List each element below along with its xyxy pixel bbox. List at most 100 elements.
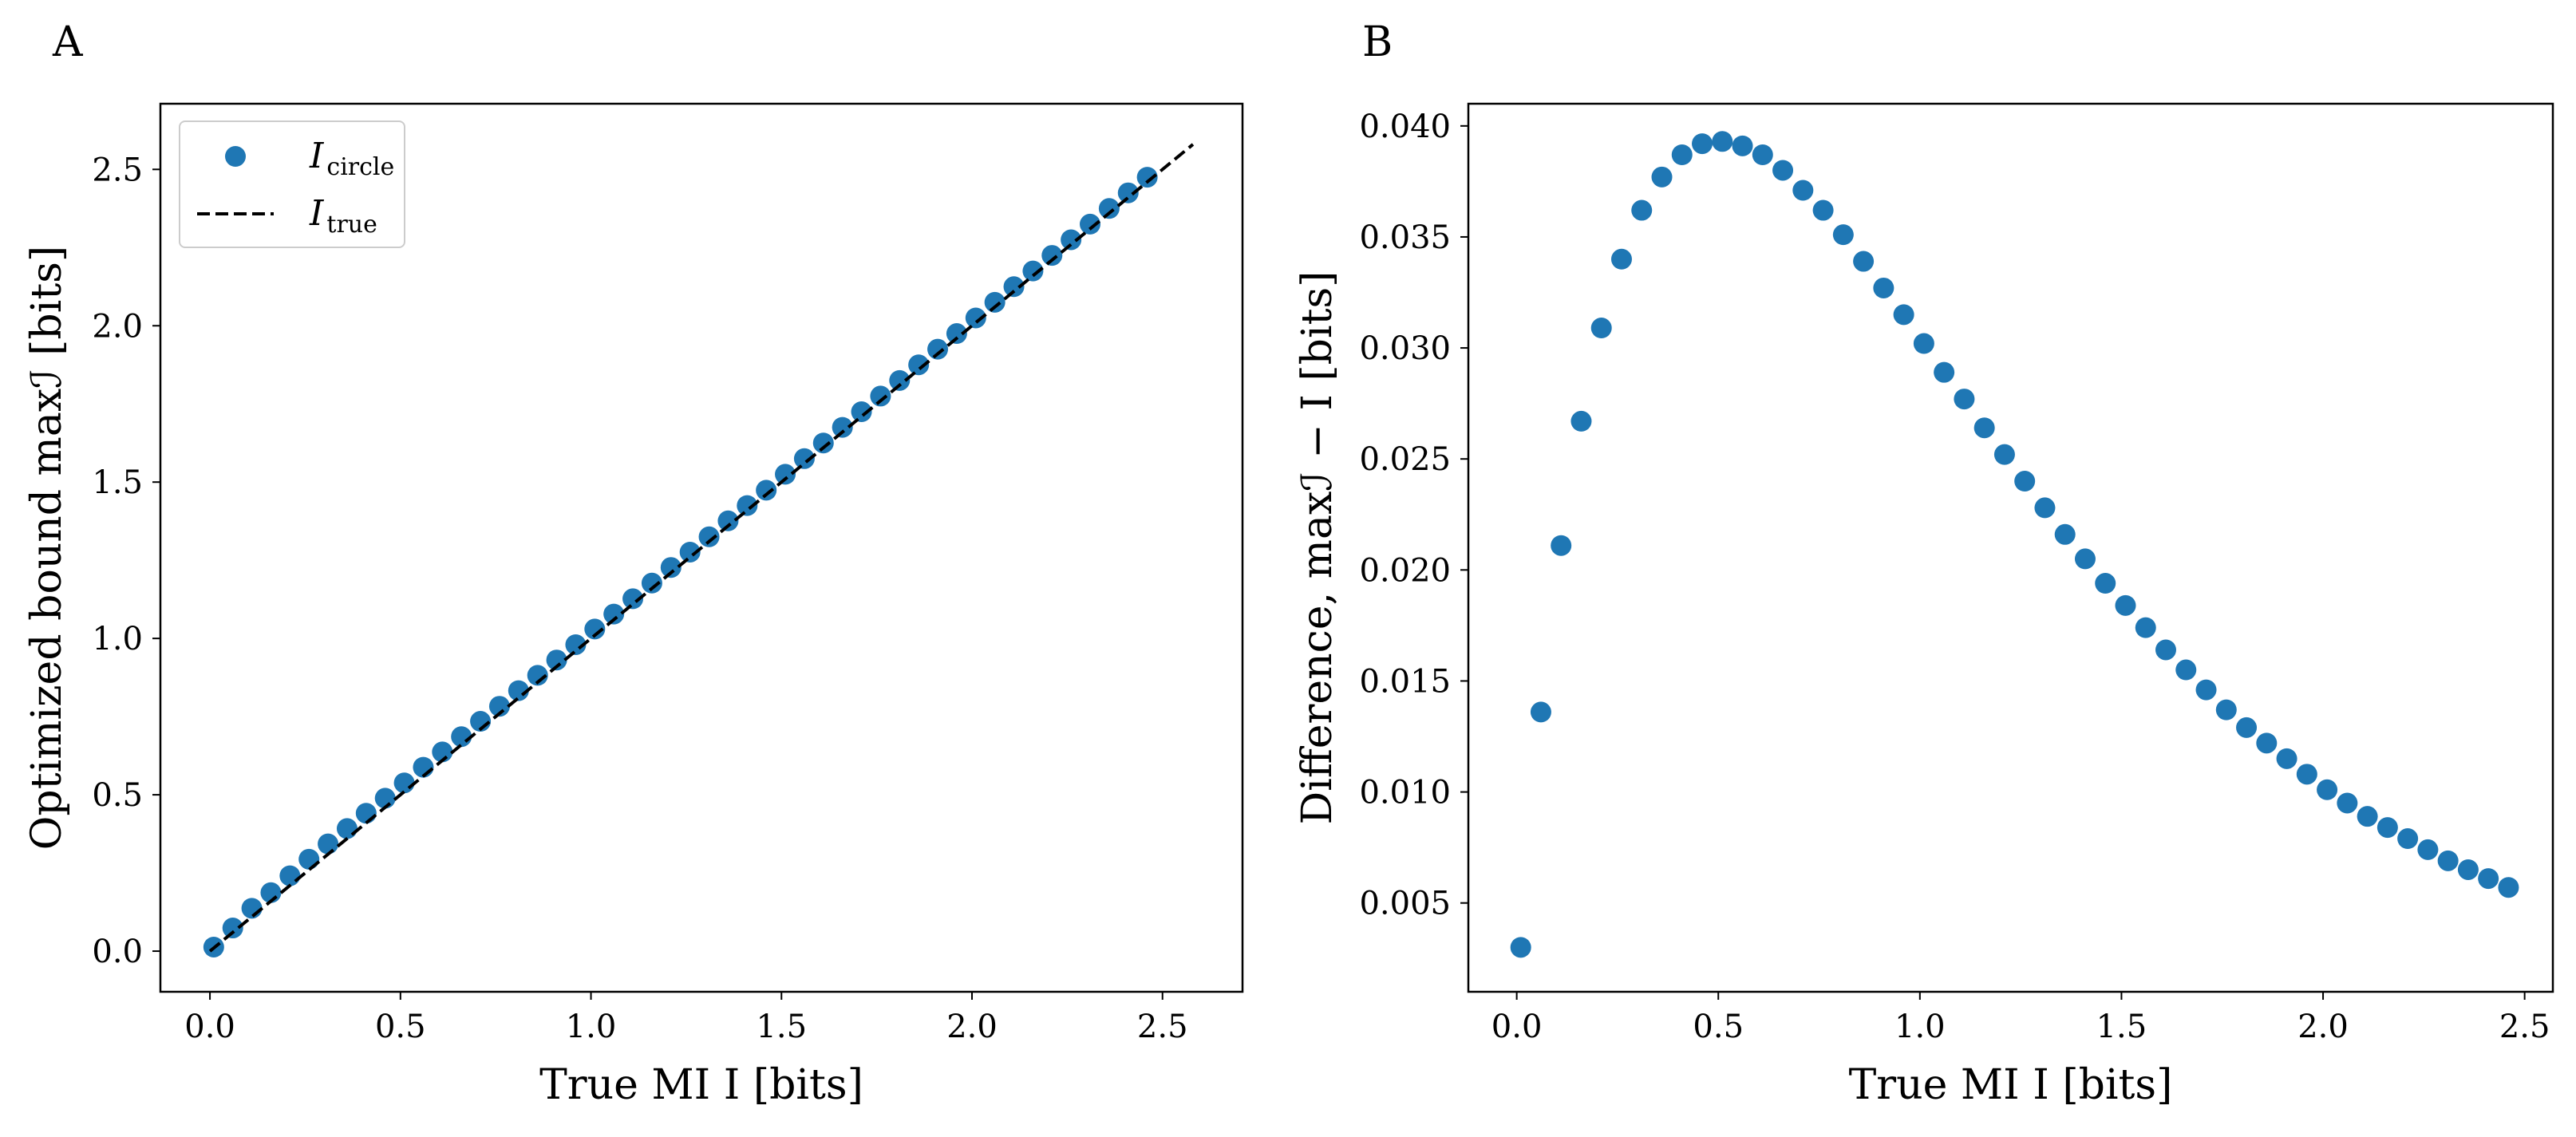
panel-b-data-point — [1973, 417, 1995, 439]
panel-b-axes-frame — [1467, 102, 2554, 993]
panel-a-data-point — [851, 401, 872, 423]
panel-a-data-point — [908, 354, 930, 376]
panel-a-data-point — [393, 772, 415, 794]
panel-b-data-point — [2256, 732, 2278, 754]
panel-b-data-point — [2457, 859, 2479, 880]
panel-b-x-tick-label: 0.5 — [1693, 1009, 1744, 1045]
panel-a-data-point — [584, 618, 606, 640]
panel-a-data-point — [1080, 213, 1101, 235]
panel-b-data-point — [2195, 679, 2217, 701]
panel-a-data-point — [298, 848, 320, 870]
panel-a-data-point — [889, 369, 911, 391]
panel-a-data-point — [279, 865, 301, 886]
panel-a-letter: A — [52, 18, 84, 66]
panel-b-data-point — [1510, 937, 1531, 958]
panel-b-data-point — [2135, 617, 2156, 638]
panel-a-data-point — [622, 588, 644, 610]
panel-a-data-point — [1136, 167, 1158, 188]
panel-a-data-point — [679, 541, 701, 563]
panel-a-data-point — [603, 603, 625, 625]
panel-b-data-point — [1934, 361, 1955, 383]
panel-b-data-point — [2397, 828, 2419, 850]
panel-b-y-tick-label: 0.025 — [1359, 441, 1451, 478]
panel-b-data-point — [2276, 748, 2297, 769]
panel-b-y-axis-label: Difference, maxℐ − I [bits] — [1294, 271, 1341, 825]
panel-a-y-tick-label: 1.5 — [92, 464, 143, 501]
panel-b-x-tick-label: 2.0 — [2297, 1009, 2349, 1045]
panel-a-data-point — [527, 665, 548, 686]
panel-a-data-point — [756, 480, 777, 501]
panel-b-data-point — [1651, 166, 1673, 188]
panel-b-data-point — [1590, 318, 1612, 339]
panel-b-data-point — [1671, 144, 1693, 165]
panel-b-data-point — [2417, 839, 2439, 860]
panel-b-y-tick-label: 0.010 — [1359, 775, 1451, 811]
panel-b-data-point — [1832, 224, 1854, 246]
panel-a-data-point — [1061, 229, 1082, 251]
panel-b-data-point — [2155, 639, 2177, 661]
panel-a-data-point — [984, 291, 1006, 313]
panel-b-data-point — [1692, 133, 1713, 155]
panel-a-legend-marker-dot — [225, 146, 246, 167]
panel-b-data-point — [2317, 779, 2338, 800]
panel-a-data-point — [336, 818, 358, 839]
panel-b-y-tick-label: 0.005 — [1359, 886, 1451, 922]
panel-b-data-point — [1570, 410, 1592, 432]
panel-a-axes-frame — [159, 102, 1244, 993]
panel-a: A 0.0 0.5 1.0 1.5 2.0 2.5 0.0 0.5 1.0 1.5 2.0 2.5 Tru… — [23, 18, 1244, 1109]
panel-a-y-tick-label: 1.0 — [92, 621, 143, 657]
panel-b-data-point — [1712, 131, 1733, 152]
panel-a-x-tick-label: 1.0 — [566, 1009, 617, 1045]
panel-b: B 0.0 0.5 1.0 1.5 2.0 2.5 0.005 0.010 0.015 0.020 0… — [1294, 18, 2554, 1109]
panel-a-x-tick-label: 1.5 — [756, 1009, 807, 1045]
panel-b-data-point — [1913, 333, 1934, 354]
panel-b-data-point — [2034, 497, 2056, 519]
panel-b-data-point — [1893, 304, 1914, 326]
panel-a-data-point — [374, 788, 396, 809]
panel-b-data-point — [2296, 764, 2317, 785]
panel-a-data-point — [660, 557, 682, 578]
panel-b-data-point — [2054, 523, 2076, 545]
panel-a-data-point — [451, 726, 472, 748]
panel-b-x-tick-label: 2.5 — [2499, 1009, 2550, 1045]
panel-b-data-point — [2074, 548, 2096, 570]
panel-b-data-point — [1772, 160, 1794, 181]
panel-a-x-axis-label: True MI I [bits] — [539, 1061, 863, 1109]
panel-b-data-point — [2014, 471, 2036, 492]
panel-b-data-point — [2437, 850, 2459, 871]
panel-b-data-point — [1752, 144, 1773, 165]
panel-b-data-point — [2478, 868, 2499, 890]
panel-b-y-tick-label: 0.035 — [1359, 219, 1451, 256]
panel-b-data-point — [1610, 248, 1632, 270]
panel-b-data-point — [2236, 717, 2258, 738]
panel-b-x-tick-label: 0.0 — [1491, 1009, 1543, 1045]
panel-a-x-tick-label: 0.5 — [375, 1009, 426, 1045]
panel-b-data-point — [1551, 535, 1572, 556]
panel-a-data-point — [488, 696, 510, 717]
panel-a-data-point — [1098, 198, 1120, 219]
panel-a-data-point — [698, 526, 720, 547]
panel-b-data-point — [1631, 199, 1653, 221]
panel-b-data-point — [2337, 792, 2358, 814]
panel-b-data-point — [1993, 444, 2015, 465]
panel-b-data-point — [1530, 701, 1551, 723]
panel-b-data-point — [1792, 180, 1814, 201]
panel-b-data-point — [2115, 594, 2136, 616]
panel-a-y-tick-label: 2.0 — [92, 308, 143, 345]
panel-b-data-point — [2175, 659, 2197, 681]
panel-a-x-tick-label: 2.0 — [946, 1009, 998, 1045]
panel-b-x-tick-label: 1.5 — [2096, 1009, 2147, 1045]
panel-a-data-point — [793, 448, 815, 469]
panel-b-y-tick-label: 0.040 — [1359, 109, 1451, 145]
panel-b-data-point — [1954, 389, 1975, 410]
panel-b-data-point — [1873, 277, 1894, 298]
panel-a-data-point — [508, 680, 529, 701]
panel-a-data-point — [737, 495, 758, 516]
panel-a-data-point — [432, 741, 453, 763]
panel-a-data-point — [641, 572, 662, 594]
panel-a-data-point — [717, 510, 739, 531]
panel-a-data-point — [355, 803, 377, 824]
